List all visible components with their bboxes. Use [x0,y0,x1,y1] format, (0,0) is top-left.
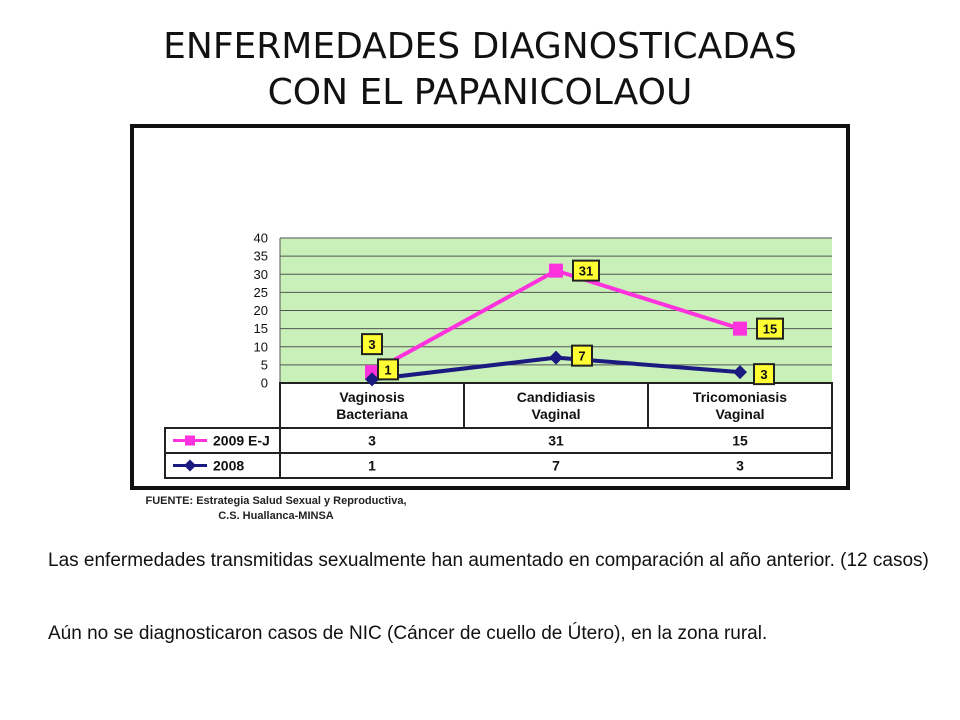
data-label-box [571,344,593,367]
data-label-box [361,333,383,356]
note-paragraph-2: Aún no se diagnosticaron casos de NIC (C… [48,623,768,644]
data-point [365,372,379,387]
y-tick-label: 10 [254,339,268,354]
y-tick-label: 15 [254,321,268,336]
table-cell-value: 31 [548,433,564,449]
table-cell-value: 15 [732,433,748,449]
legend-key-marker [184,459,196,472]
data-point [733,365,747,380]
slide-title-line-1: ENFERMEDADES DIAGNOSTICADAS [163,26,797,67]
table-cell-value: 3 [736,458,744,474]
data-label-box [377,358,399,381]
y-tick-label: 20 [254,303,268,318]
table-cell-value: 3 [368,433,376,449]
y-tick-label: 5 [261,357,268,372]
category-label: Bacteriana [336,406,408,422]
data-point [733,321,747,336]
table-cell-value: 1 [368,458,376,474]
source-note: FUENTE: Estrategia Salud Sexual y Reprod… [116,494,436,524]
slide-title: ENFERMEDADES DIAGNOSTICADAS CON EL PAPAN… [0,24,960,116]
data-table: VaginosisBacterianaCandidiasisVaginalTri… [164,382,833,479]
table-row-frame [164,452,833,479]
data-point [549,263,563,278]
category-label: Candidiasis [517,389,596,405]
data-label: 3 [760,367,767,382]
category-label: Vaginal [531,406,580,422]
data-label: 3 [368,337,375,352]
source-line-2: C.S. Huallanca-MINSA [218,510,334,522]
data-label: 31 [579,264,593,279]
data-label-box [753,363,775,386]
category-label: Vaginal [715,406,764,422]
data-point [549,350,563,365]
table-row-frame [164,427,833,454]
data-label-box [756,317,784,340]
data-label: 7 [578,349,585,364]
legend-key-marker [185,435,195,446]
legend-entry-2009-e-j: 2009 E-J [213,433,270,449]
y-tick-label: 30 [254,267,268,282]
slide-title-line-2: CON EL PAPANICOLAOU [267,72,693,113]
table-cell-value: 7 [552,458,560,474]
y-tick-label: 0 [261,376,268,391]
data-label-box [572,259,600,282]
category-label: Vaginosis [339,389,405,405]
table-header-frame [279,382,833,429]
y-tick-label: 40 [254,231,268,246]
legend-entry-2008: 2008 [213,458,244,474]
data-label: 1 [384,362,391,377]
y-tick-label: 35 [254,249,268,264]
y-tick-label: 25 [254,285,268,300]
series-2008: 1 7 3 [365,344,775,387]
chart-frame: 0 5 10 15 20 25 30 35 40 Vaginosis Bacteriana Candi… [130,124,850,490]
source-line-1: FUENTE: Estrategia Salud Sexual y Reprod… [145,495,407,507]
data-label: 15 [763,322,777,337]
note-paragraph-1: Las enfermedades transmitidas sexualment… [48,550,929,571]
category-label: Tricomoniasis [693,389,787,405]
data-point [365,365,379,380]
